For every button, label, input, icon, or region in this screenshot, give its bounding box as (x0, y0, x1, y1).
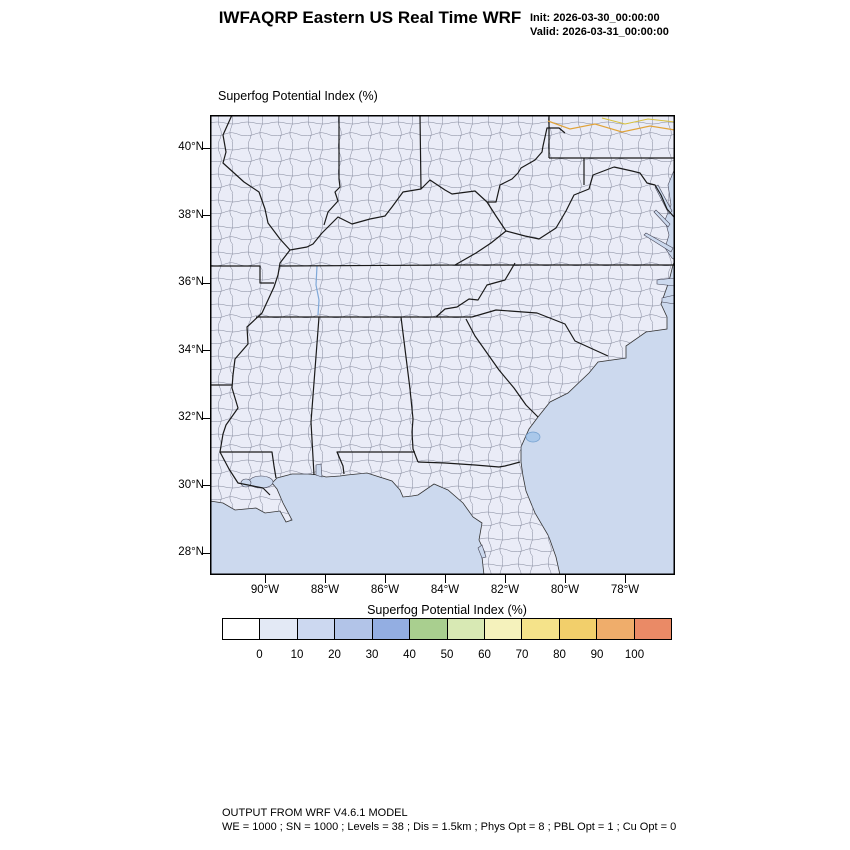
superfog-patch-coastal-georgia (525, 431, 541, 443)
valid-time: Valid: 2026-03-31_00:00:00 (530, 26, 669, 38)
colorbar-tick-label: 50 (440, 649, 454, 661)
tampa-bay (477, 544, 487, 559)
map-variable-label: Superfog Potential Index (%) (218, 89, 378, 103)
x-axis-tick (444, 575, 446, 583)
mobile-bay (315, 463, 323, 478)
colorbar-cell (410, 619, 448, 639)
x-axis-tick (504, 575, 506, 583)
map-panel (209, 114, 676, 576)
colorbar-cell (559, 619, 598, 639)
colorbar-cell (372, 619, 411, 639)
colorbar-tick-label: 10 (290, 649, 304, 661)
map-frame (210, 115, 675, 575)
water-bodies (240, 167, 676, 559)
x-axis-label: 88°W (310, 584, 340, 596)
y-axis-tick (202, 552, 210, 554)
y-axis-tick (202, 147, 210, 149)
y-axis-tick (202, 282, 210, 284)
colorbar-tick-label: 100 (624, 649, 645, 661)
x-axis-label: 86°W (370, 584, 400, 596)
colorbar (222, 618, 672, 640)
init-time: Init: 2026-03-30_00:00:00 (530, 12, 660, 24)
page-title: IWFAQRP Eastern US Real Time WRF (218, 8, 522, 27)
y-axis-tick (202, 485, 210, 487)
x-axis-tick (564, 575, 566, 583)
y-axis-label: 40°N (178, 141, 204, 153)
colorbar-cell (522, 619, 560, 639)
colorbar-tick-label: 30 (365, 649, 379, 661)
colorbar-tick-label: 0 (256, 649, 263, 661)
colorbar-tick-label: 60 (478, 649, 491, 661)
footer-notes: OUTPUT FROM WRF V4.6.1 MODEL WE = 1000 ;… (222, 806, 676, 834)
superfog-contour-orange (547, 120, 676, 133)
y-axis-label: 28°N (178, 546, 204, 558)
x-axis-tick (264, 575, 266, 583)
colorbar-cell (484, 619, 523, 639)
x-axis-tick (324, 575, 326, 583)
colorbar-cell (597, 619, 635, 639)
x-axis-label: 80°W (550, 584, 580, 596)
colorbar-tick-label: 70 (515, 649, 529, 661)
rappahannock-river (653, 209, 671, 228)
y-axis-label: 30°N (178, 478, 204, 491)
x-axis-label: 90°W (250, 584, 280, 596)
x-axis-tick (624, 575, 626, 583)
map-svg (209, 114, 676, 576)
james-river (643, 232, 674, 253)
tennessee-river (315, 265, 320, 316)
colorbar-cell (634, 619, 672, 639)
y-axis-label: 32°N (178, 411, 204, 423)
colorbar-tick-label: 20 (328, 649, 341, 661)
colorbar-cell (297, 619, 336, 639)
colorbar-cell (260, 619, 298, 639)
x-axis-label: 78°W (610, 584, 640, 596)
run-times: Init: 2026-03-30_00:00:00 Valid: 2026-03… (530, 11, 669, 39)
x-axis-label: 84°W (430, 584, 460, 596)
y-axis-tick (202, 417, 210, 419)
y-axis-tick (202, 215, 210, 217)
state-borders (210, 114, 675, 496)
footer-config-line: WE = 1000 ; SN = 1000 ; Levels = 38 ; Di… (222, 821, 677, 833)
colorbar-tick-label: 40 (403, 649, 416, 661)
y-axis-label: 38°N (178, 208, 204, 221)
superfog-contour-yellow (601, 117, 676, 125)
y-axis-label: 34°N (178, 343, 204, 356)
x-axis-tick (384, 575, 386, 583)
colorbar-cell (223, 619, 261, 639)
colorbar-title: Superfog Potential Index (%) (367, 603, 527, 617)
colorbar-cell (335, 619, 373, 639)
y-axis-tick (202, 350, 210, 352)
county-boundaries (210, 115, 675, 575)
colorbar-cell (447, 619, 485, 639)
x-axis-label: 82°W (490, 584, 520, 596)
footer-model-line: OUTPUT FROM WRF V4.6.1 MODEL (222, 807, 408, 819)
colorbar-tick-label: 90 (590, 649, 604, 661)
colorbar-tick-label: 80 (553, 649, 566, 661)
y-axis-label: 36°N (178, 276, 204, 288)
